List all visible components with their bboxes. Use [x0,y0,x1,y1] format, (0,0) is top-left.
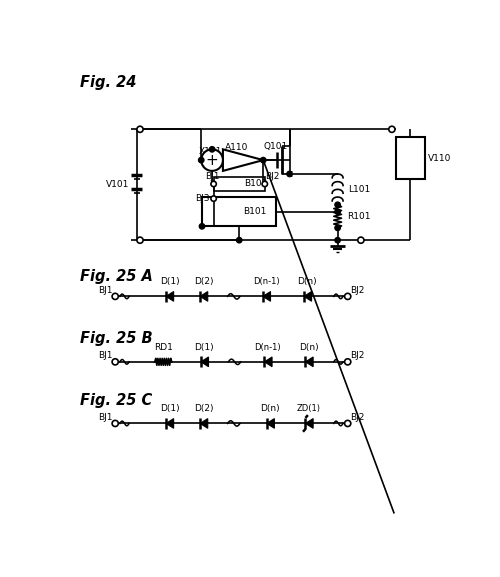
Polygon shape [306,357,313,367]
Text: R101: R101 [347,212,370,221]
Text: X101: X101 [199,147,222,156]
Text: Fig. 24: Fig. 24 [80,76,136,91]
Circle shape [344,359,351,365]
Circle shape [210,147,215,152]
Bar [396,137,425,179]
Text: D(1): D(1) [194,343,214,352]
Circle shape [112,359,118,365]
Text: Q101: Q101 [264,141,288,151]
Bar [202,197,276,226]
Text: BJ2: BJ2 [350,286,364,295]
Circle shape [112,421,118,426]
Polygon shape [166,291,173,301]
Text: A110: A110 [225,143,248,152]
Text: BJ2: BJ2 [350,413,364,422]
Text: BJ1: BJ1 [98,413,113,422]
Text: BJ2: BJ2 [266,173,280,181]
Polygon shape [266,418,274,428]
Text: Fig. 25 C: Fig. 25 C [80,392,152,407]
Text: V110: V110 [428,153,451,163]
Circle shape [262,181,268,187]
Polygon shape [263,291,270,301]
Text: BJ1: BJ1 [98,351,113,360]
Circle shape [287,171,292,177]
Text: BJ2: BJ2 [350,351,364,360]
Circle shape [335,209,340,215]
Text: BJ1: BJ1 [205,173,220,181]
Circle shape [358,237,364,243]
Text: RD1: RD1 [154,343,172,352]
Bar [214,177,265,191]
Text: D(n-1): D(n-1) [254,343,281,352]
Circle shape [211,196,216,201]
Text: D(n): D(n) [298,278,317,286]
Circle shape [112,293,118,299]
Circle shape [200,224,204,229]
Circle shape [344,421,351,426]
Polygon shape [304,291,312,301]
Circle shape [201,149,223,171]
Text: Fig. 25 B: Fig. 25 B [80,331,152,346]
Text: V101: V101 [106,180,129,189]
Polygon shape [306,418,313,428]
Circle shape [389,126,395,132]
Polygon shape [166,418,173,428]
Circle shape [335,202,340,208]
Circle shape [335,225,340,231]
Text: D(2): D(2) [194,278,214,286]
Text: BJ3: BJ3 [195,194,210,203]
Text: D(n-1): D(n-1) [253,278,280,286]
Text: D(n): D(n) [299,343,319,352]
Text: D(n): D(n) [260,404,280,414]
Text: Fig. 25 A: Fig. 25 A [80,269,152,284]
Text: B101: B101 [243,207,266,216]
Text: D(1): D(1) [160,278,180,286]
Polygon shape [264,357,272,367]
Circle shape [260,158,266,163]
Text: ZD(1): ZD(1) [297,404,321,414]
Polygon shape [200,418,207,428]
Circle shape [236,238,242,243]
Text: D(1): D(1) [160,404,180,414]
Circle shape [211,181,216,187]
Circle shape [137,237,143,243]
Polygon shape [201,357,208,367]
Text: D(2): D(2) [194,404,214,414]
Polygon shape [200,291,207,301]
Text: BJ1: BJ1 [98,286,113,295]
Circle shape [198,158,204,163]
Text: +: + [206,152,218,167]
Circle shape [335,238,340,243]
Text: L101: L101 [348,185,370,194]
Circle shape [137,126,143,132]
Text: B102: B102 [244,179,267,189]
Circle shape [344,293,351,299]
